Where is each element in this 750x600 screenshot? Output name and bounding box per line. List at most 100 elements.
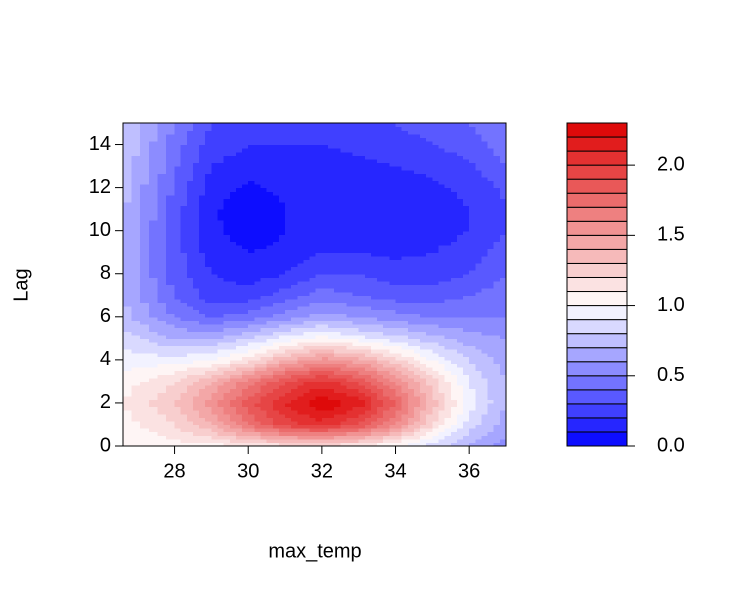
contour-cell xyxy=(487,374,495,379)
contour-cell xyxy=(229,223,237,228)
contour-cell xyxy=(407,381,415,386)
contour-cell xyxy=(297,194,305,199)
contour-cell xyxy=(395,191,403,196)
contour-cell xyxy=(291,313,298,318)
contour-cell xyxy=(383,327,390,332)
contour-cell xyxy=(186,151,194,156)
contour-cell xyxy=(395,187,403,192)
contour-cell xyxy=(420,316,427,321)
contour-cell xyxy=(364,334,372,339)
contour-cell xyxy=(469,198,476,203)
contour-cell xyxy=(334,284,341,289)
contour-cell xyxy=(174,341,182,347)
contour-cell xyxy=(469,230,476,235)
contour-cell xyxy=(266,363,274,368)
contour-cell xyxy=(199,280,206,286)
contour-cell xyxy=(165,402,176,408)
contour-cell xyxy=(205,148,212,153)
contour-cell xyxy=(157,234,167,239)
contour-cell xyxy=(205,180,212,185)
contour-cell xyxy=(272,176,280,182)
contour-cell xyxy=(211,248,219,253)
contour-cell xyxy=(407,262,415,268)
contour-cell xyxy=(285,270,292,275)
contour-cell xyxy=(456,234,464,239)
contour-cell xyxy=(266,334,274,339)
contour-cell xyxy=(456,392,464,397)
contour-cell xyxy=(438,431,446,436)
contour-cell xyxy=(235,284,243,289)
contour-cell xyxy=(174,352,182,357)
contour-cell xyxy=(475,320,483,325)
contour-cell xyxy=(395,212,403,217)
contour-cell xyxy=(223,435,231,440)
contour-cell xyxy=(426,298,433,304)
contour-cell xyxy=(291,402,298,408)
contour-cell xyxy=(358,320,366,325)
contour-cell xyxy=(223,277,231,282)
contour-cell xyxy=(211,176,219,182)
contour-cell xyxy=(438,259,446,264)
contour-cell xyxy=(481,363,489,368)
contour-cell xyxy=(242,284,249,289)
contour-cell xyxy=(475,345,483,350)
contour-cell xyxy=(463,417,470,422)
contour-cell xyxy=(229,370,237,375)
contour-cell xyxy=(370,198,378,203)
contour-cell xyxy=(444,166,452,171)
contour-cell xyxy=(217,252,225,257)
contour-cell xyxy=(309,392,317,397)
contour-cell xyxy=(131,331,141,336)
contour-cell xyxy=(395,237,403,243)
contour-cell xyxy=(223,363,231,368)
contour-cell xyxy=(389,262,397,268)
contour-cell xyxy=(426,198,433,203)
contour-cell xyxy=(131,349,141,354)
contour-cell xyxy=(444,316,452,321)
contour-cell xyxy=(358,198,366,203)
contour-cell xyxy=(272,209,280,214)
contour-cell xyxy=(321,169,329,174)
contour-cell xyxy=(358,241,366,246)
contour-cell xyxy=(260,341,268,347)
contour-cell xyxy=(297,420,305,426)
contour-cell xyxy=(358,363,366,368)
contour-cell xyxy=(303,417,311,422)
contour-cell xyxy=(493,352,501,357)
contour-cell xyxy=(291,198,298,203)
contour-cell xyxy=(140,323,150,329)
contour-cell xyxy=(432,402,440,408)
contour-cell xyxy=(346,191,354,196)
contour-cell xyxy=(272,352,280,357)
contour-cell xyxy=(377,349,384,354)
contour-cell xyxy=(493,266,501,271)
contour-cell xyxy=(223,252,231,257)
contour-cell xyxy=(340,187,348,192)
contour-cell xyxy=(413,216,421,221)
contour-cell xyxy=(407,309,415,314)
contour-cell xyxy=(426,402,433,408)
contour-cell xyxy=(297,384,305,390)
contour-cell xyxy=(358,212,366,217)
contour-cell xyxy=(297,223,305,228)
contour-cell xyxy=(426,191,433,196)
contour-cell xyxy=(493,216,501,221)
contour-cell xyxy=(407,377,415,382)
contour-cell xyxy=(278,435,286,440)
contour-cell xyxy=(438,230,446,235)
contour-cell xyxy=(140,270,150,275)
contour-cell xyxy=(248,327,255,332)
contour-cell xyxy=(229,148,237,153)
contour-cell xyxy=(260,205,268,210)
contour-cell xyxy=(487,431,495,436)
contour-cell xyxy=(401,334,409,339)
contour-cell xyxy=(205,219,212,225)
contour-cell xyxy=(248,356,255,361)
contour-cell xyxy=(272,345,280,350)
contour-cell xyxy=(254,262,262,268)
contour-cell xyxy=(401,234,409,239)
contour-cell xyxy=(217,205,225,210)
contour-cell xyxy=(383,388,390,393)
contour-cell xyxy=(420,352,427,357)
contour-cell xyxy=(401,198,409,203)
